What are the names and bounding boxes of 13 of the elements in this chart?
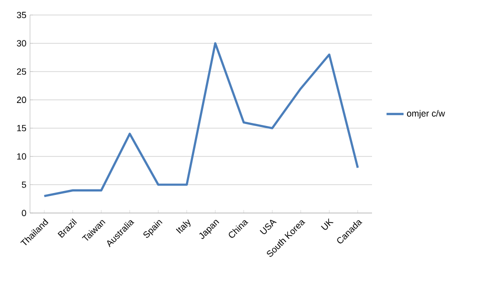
y-tick-label: 30 — [16, 40, 26, 46]
y-tick-label: 25 — [16, 68, 26, 75]
line-series — [43, 42, 359, 198]
y-tick-label: 15 — [17, 125, 26, 132]
y-tick-label: 0 — [22, 210, 26, 216]
x-tick-label: Italy — [176, 219, 190, 234]
y-tick-label: 35 — [16, 12, 26, 18]
y-tick-label: 5 — [22, 182, 26, 188]
y-tick-label: 20 — [16, 96, 26, 104]
x-tick-label: USA — [260, 220, 277, 234]
x-tick-label: UK — [320, 218, 334, 230]
legend-label: omjer c/w — [407, 110, 446, 118]
y-tick-label: 10 — [17, 153, 26, 160]
